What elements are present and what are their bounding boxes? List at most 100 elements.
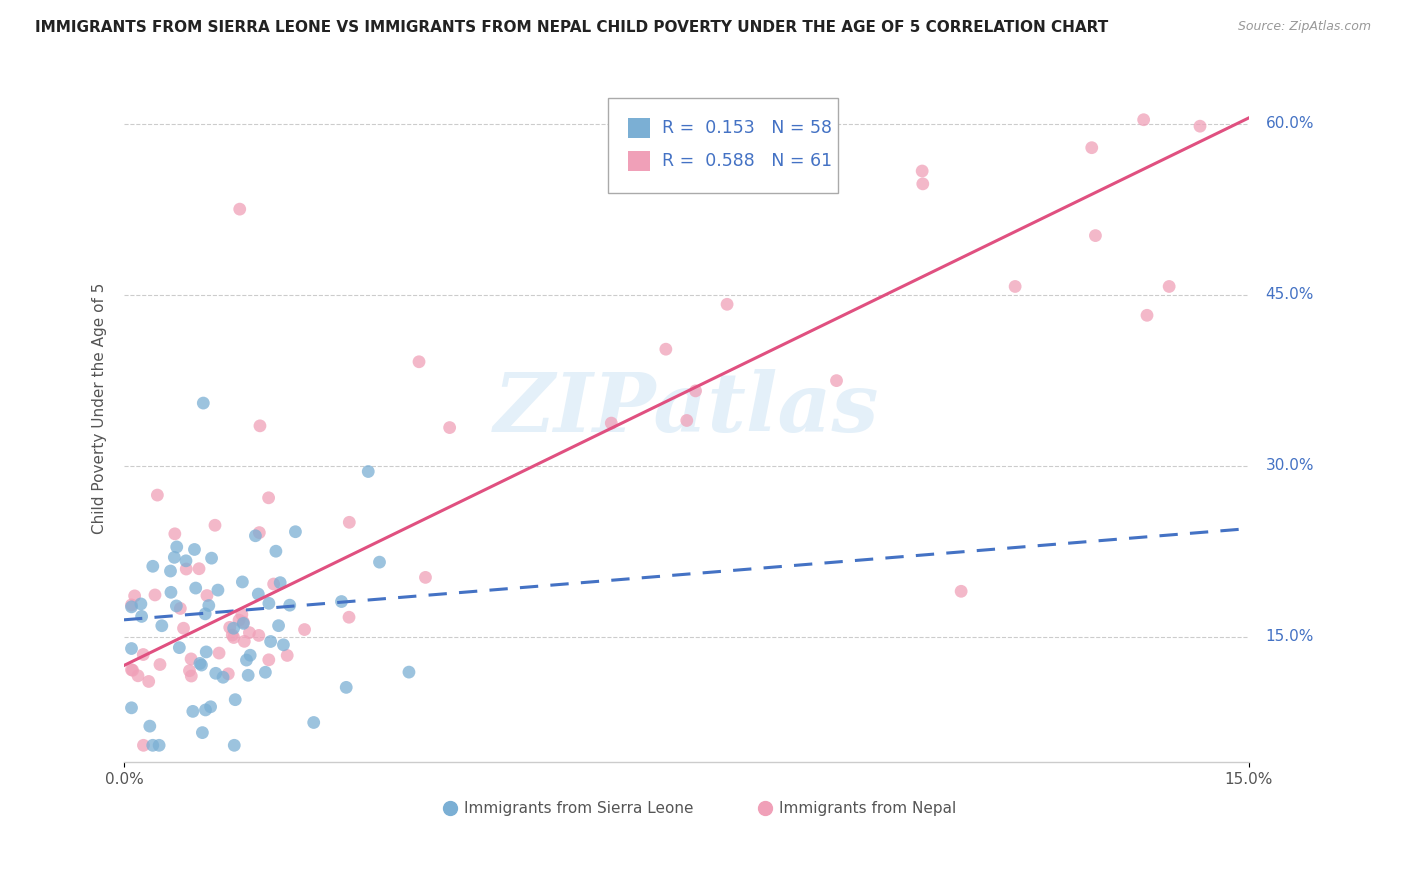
Point: [148, 739, 170, 753]
Point: [204, 666, 226, 681]
Point: [184, 581, 207, 595]
Text: 45.0%: 45.0%: [1265, 287, 1315, 302]
Point: [1080, 141, 1102, 155]
Point: [142, 739, 165, 753]
Point: [257, 596, 280, 610]
Point: [278, 598, 301, 612]
Point: [233, 634, 256, 648]
Point: [160, 585, 183, 599]
Point: [169, 601, 191, 615]
Point: [911, 164, 934, 178]
Point: [398, 665, 420, 679]
Point: [1084, 228, 1107, 243]
Y-axis label: Child Poverty Under the Age of 5: Child Poverty Under the Age of 5: [93, 283, 107, 534]
Point: [180, 652, 202, 666]
Point: [229, 202, 252, 216]
Point: [174, 562, 197, 576]
Point: [132, 648, 155, 662]
Point: [124, 589, 146, 603]
Point: [231, 574, 253, 589]
Point: [294, 623, 316, 637]
Point: [257, 653, 280, 667]
Text: ZIPatlas: ZIPatlas: [494, 368, 879, 449]
FancyBboxPatch shape: [607, 97, 838, 193]
Point: [235, 653, 257, 667]
Point: [232, 615, 254, 630]
Point: [269, 575, 291, 590]
Text: Immigrants from Nepal: Immigrants from Nepal: [779, 801, 956, 816]
Point: [716, 297, 738, 311]
Point: [330, 594, 353, 608]
Point: [159, 564, 181, 578]
Text: 60.0%: 60.0%: [1265, 116, 1315, 131]
Point: [181, 705, 204, 719]
Point: [163, 550, 186, 565]
Point: [224, 739, 246, 753]
Text: 15.0%: 15.0%: [1265, 630, 1315, 644]
Point: [263, 577, 285, 591]
Point: [217, 666, 239, 681]
Point: [264, 544, 287, 558]
Text: R =  0.153   N = 58: R = 0.153 N = 58: [662, 119, 832, 137]
Point: [188, 657, 211, 671]
Point: [675, 413, 697, 427]
Point: [121, 641, 143, 656]
Text: 30.0%: 30.0%: [1265, 458, 1315, 474]
Point: [335, 681, 357, 695]
Point: [200, 551, 222, 566]
Point: [655, 342, 678, 356]
Point: [163, 526, 186, 541]
Point: [183, 542, 205, 557]
Point: [1159, 279, 1181, 293]
Text: Immigrants from Sierra Leone: Immigrants from Sierra Leone: [464, 801, 693, 816]
Point: [439, 420, 461, 434]
Point: [138, 674, 160, 689]
Point: [302, 715, 325, 730]
Point: [166, 540, 188, 554]
Point: [194, 607, 217, 621]
Point: [368, 555, 391, 569]
Point: [1132, 112, 1154, 127]
Point: [142, 559, 165, 574]
Point: [132, 739, 155, 753]
Point: [129, 597, 152, 611]
Point: [179, 664, 201, 678]
Point: [200, 699, 222, 714]
FancyBboxPatch shape: [628, 118, 651, 138]
Point: [121, 599, 143, 614]
Point: [415, 570, 437, 584]
Point: [357, 465, 380, 479]
Point: [222, 621, 245, 635]
Point: [174, 554, 197, 568]
Point: [408, 355, 430, 369]
Point: [273, 638, 295, 652]
Point: [259, 634, 281, 648]
Point: [165, 599, 187, 613]
Point: [825, 374, 848, 388]
Point: [249, 418, 271, 433]
Point: [121, 701, 143, 715]
Point: [131, 609, 153, 624]
Point: [238, 625, 260, 640]
Point: [127, 669, 149, 683]
Text: Source: ZipAtlas.com: Source: ZipAtlas.com: [1237, 20, 1371, 33]
Point: [195, 589, 218, 603]
Point: [198, 599, 221, 613]
Point: [207, 583, 229, 598]
Point: [188, 562, 211, 576]
Point: [149, 657, 172, 672]
Point: [143, 588, 166, 602]
Point: [950, 584, 973, 599]
Point: [224, 692, 246, 706]
Point: [337, 516, 360, 530]
Point: [218, 620, 240, 634]
Point: [195, 645, 218, 659]
Point: [139, 719, 162, 733]
Point: [284, 524, 307, 539]
Point: [231, 607, 253, 622]
Point: [180, 669, 202, 683]
Point: [121, 663, 143, 677]
Point: [228, 613, 250, 627]
Point: [1136, 308, 1159, 322]
Point: [208, 646, 231, 660]
